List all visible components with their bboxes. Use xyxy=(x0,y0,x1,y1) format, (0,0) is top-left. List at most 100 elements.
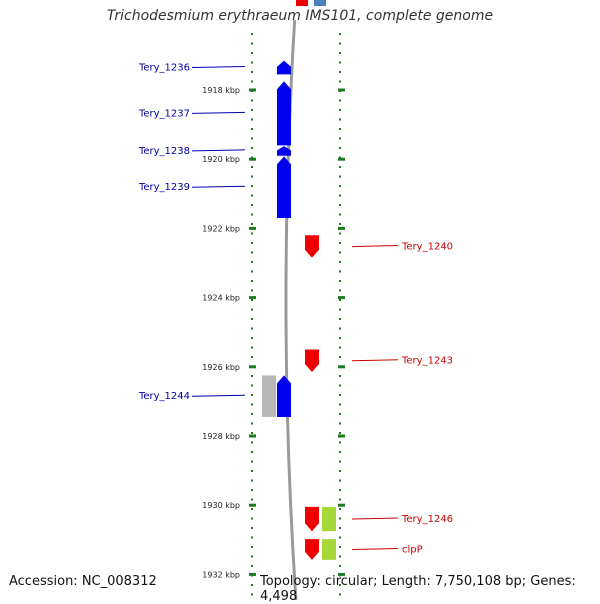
minor-tick xyxy=(339,432,341,434)
major-tick xyxy=(249,572,256,576)
major-tick-outer xyxy=(338,572,345,576)
gene-arrow xyxy=(277,156,291,218)
gene-leader-line xyxy=(191,185,246,188)
minor-tick xyxy=(251,527,253,529)
minor-tick xyxy=(339,308,341,311)
minor-tick xyxy=(339,460,341,463)
minor-tick xyxy=(339,33,341,35)
minor-tick xyxy=(251,432,253,434)
gene-label: clpP xyxy=(402,544,423,555)
gene-label: Tery_1246 xyxy=(401,514,453,525)
minor-tick xyxy=(339,327,341,330)
minor-tick xyxy=(251,593,253,596)
minor-tick xyxy=(251,555,253,558)
minor-tick xyxy=(251,470,253,472)
minor-tick xyxy=(251,270,253,273)
minor-tick xyxy=(251,460,253,463)
minor-tick xyxy=(251,565,253,567)
gene-arrow xyxy=(305,506,319,532)
minor-tick xyxy=(251,223,253,225)
minor-tick xyxy=(339,223,341,225)
minor-tick xyxy=(339,280,341,282)
minor-tick xyxy=(251,128,253,130)
minor-tick xyxy=(339,52,341,54)
minor-tick xyxy=(251,213,253,216)
minor-tick xyxy=(339,403,341,406)
other-feature xyxy=(322,506,336,532)
minor-tick xyxy=(339,422,341,425)
minor-tick xyxy=(251,280,253,282)
gene-arrow xyxy=(277,60,291,75)
minor-tick xyxy=(339,71,341,73)
minor-tick xyxy=(339,337,341,339)
major-tick-outer xyxy=(338,503,345,507)
major-tick xyxy=(249,296,256,300)
minor-tick xyxy=(339,394,341,396)
minor-tick xyxy=(251,33,253,35)
kbp-tick-label: 1922 kbp xyxy=(202,224,240,233)
minor-tick xyxy=(251,299,253,301)
minor-tick xyxy=(251,318,253,320)
gene-label: Tery_1238 xyxy=(138,146,190,157)
gene-leader-line xyxy=(351,245,399,248)
minor-tick xyxy=(251,61,253,64)
minor-tick xyxy=(339,166,341,168)
minor-tick xyxy=(251,71,253,73)
major-tick xyxy=(249,503,256,507)
minor-tick xyxy=(339,498,341,501)
minor-tick xyxy=(251,489,253,491)
kbp-tick-label: 1920 kbp xyxy=(202,155,240,164)
minor-tick xyxy=(339,137,341,140)
minor-tick xyxy=(251,536,253,539)
minor-tick xyxy=(339,232,341,235)
gene-leader-line xyxy=(191,394,246,397)
major-tick xyxy=(249,434,256,438)
minor-tick xyxy=(339,527,341,529)
minor-tick xyxy=(251,346,253,349)
gene-label: Tery_1236 xyxy=(138,63,190,74)
minor-tick xyxy=(339,413,341,415)
minor-tick xyxy=(251,242,253,244)
gene-arrow xyxy=(277,375,291,417)
kbp-tick-label: 1932 kbp xyxy=(202,570,240,579)
minor-tick xyxy=(339,356,341,358)
minor-tick xyxy=(339,109,341,111)
minor-tick xyxy=(339,61,341,64)
minor-tick xyxy=(251,147,253,149)
major-tick xyxy=(249,157,256,161)
minor-tick xyxy=(339,546,341,548)
gene-arrow xyxy=(305,349,319,372)
minor-tick xyxy=(339,375,341,377)
minor-tick xyxy=(251,337,253,339)
minor-tick xyxy=(251,137,253,140)
gene-leader-line xyxy=(351,547,399,550)
minor-tick xyxy=(339,593,341,596)
minor-tick xyxy=(251,99,253,102)
minor-tick xyxy=(251,118,253,121)
minor-tick xyxy=(251,356,253,358)
minor-tick xyxy=(251,546,253,548)
gene-leader-line xyxy=(351,359,399,362)
minor-tick xyxy=(339,489,341,491)
minor-tick xyxy=(339,185,341,187)
minor-tick xyxy=(251,194,253,197)
minor-tick xyxy=(339,318,341,320)
major-tick xyxy=(249,88,256,92)
kbp-tick-label: 1924 kbp xyxy=(202,294,240,303)
minor-tick xyxy=(339,451,341,453)
minor-tick xyxy=(251,289,253,292)
minor-tick xyxy=(251,185,253,187)
minor-tick xyxy=(251,80,253,83)
minor-tick xyxy=(251,204,253,206)
kbp-tick-label: 1928 kbp xyxy=(202,432,240,441)
gene-leader-line xyxy=(351,517,399,520)
minor-tick xyxy=(251,232,253,235)
major-tick xyxy=(249,226,256,230)
minor-tick xyxy=(251,261,253,263)
major-tick-outer xyxy=(338,365,345,369)
minor-tick xyxy=(251,451,253,453)
minor-tick xyxy=(339,441,341,444)
gene-label: Tery_1239 xyxy=(138,182,190,193)
gene-label: Tery_1240 xyxy=(401,242,453,253)
